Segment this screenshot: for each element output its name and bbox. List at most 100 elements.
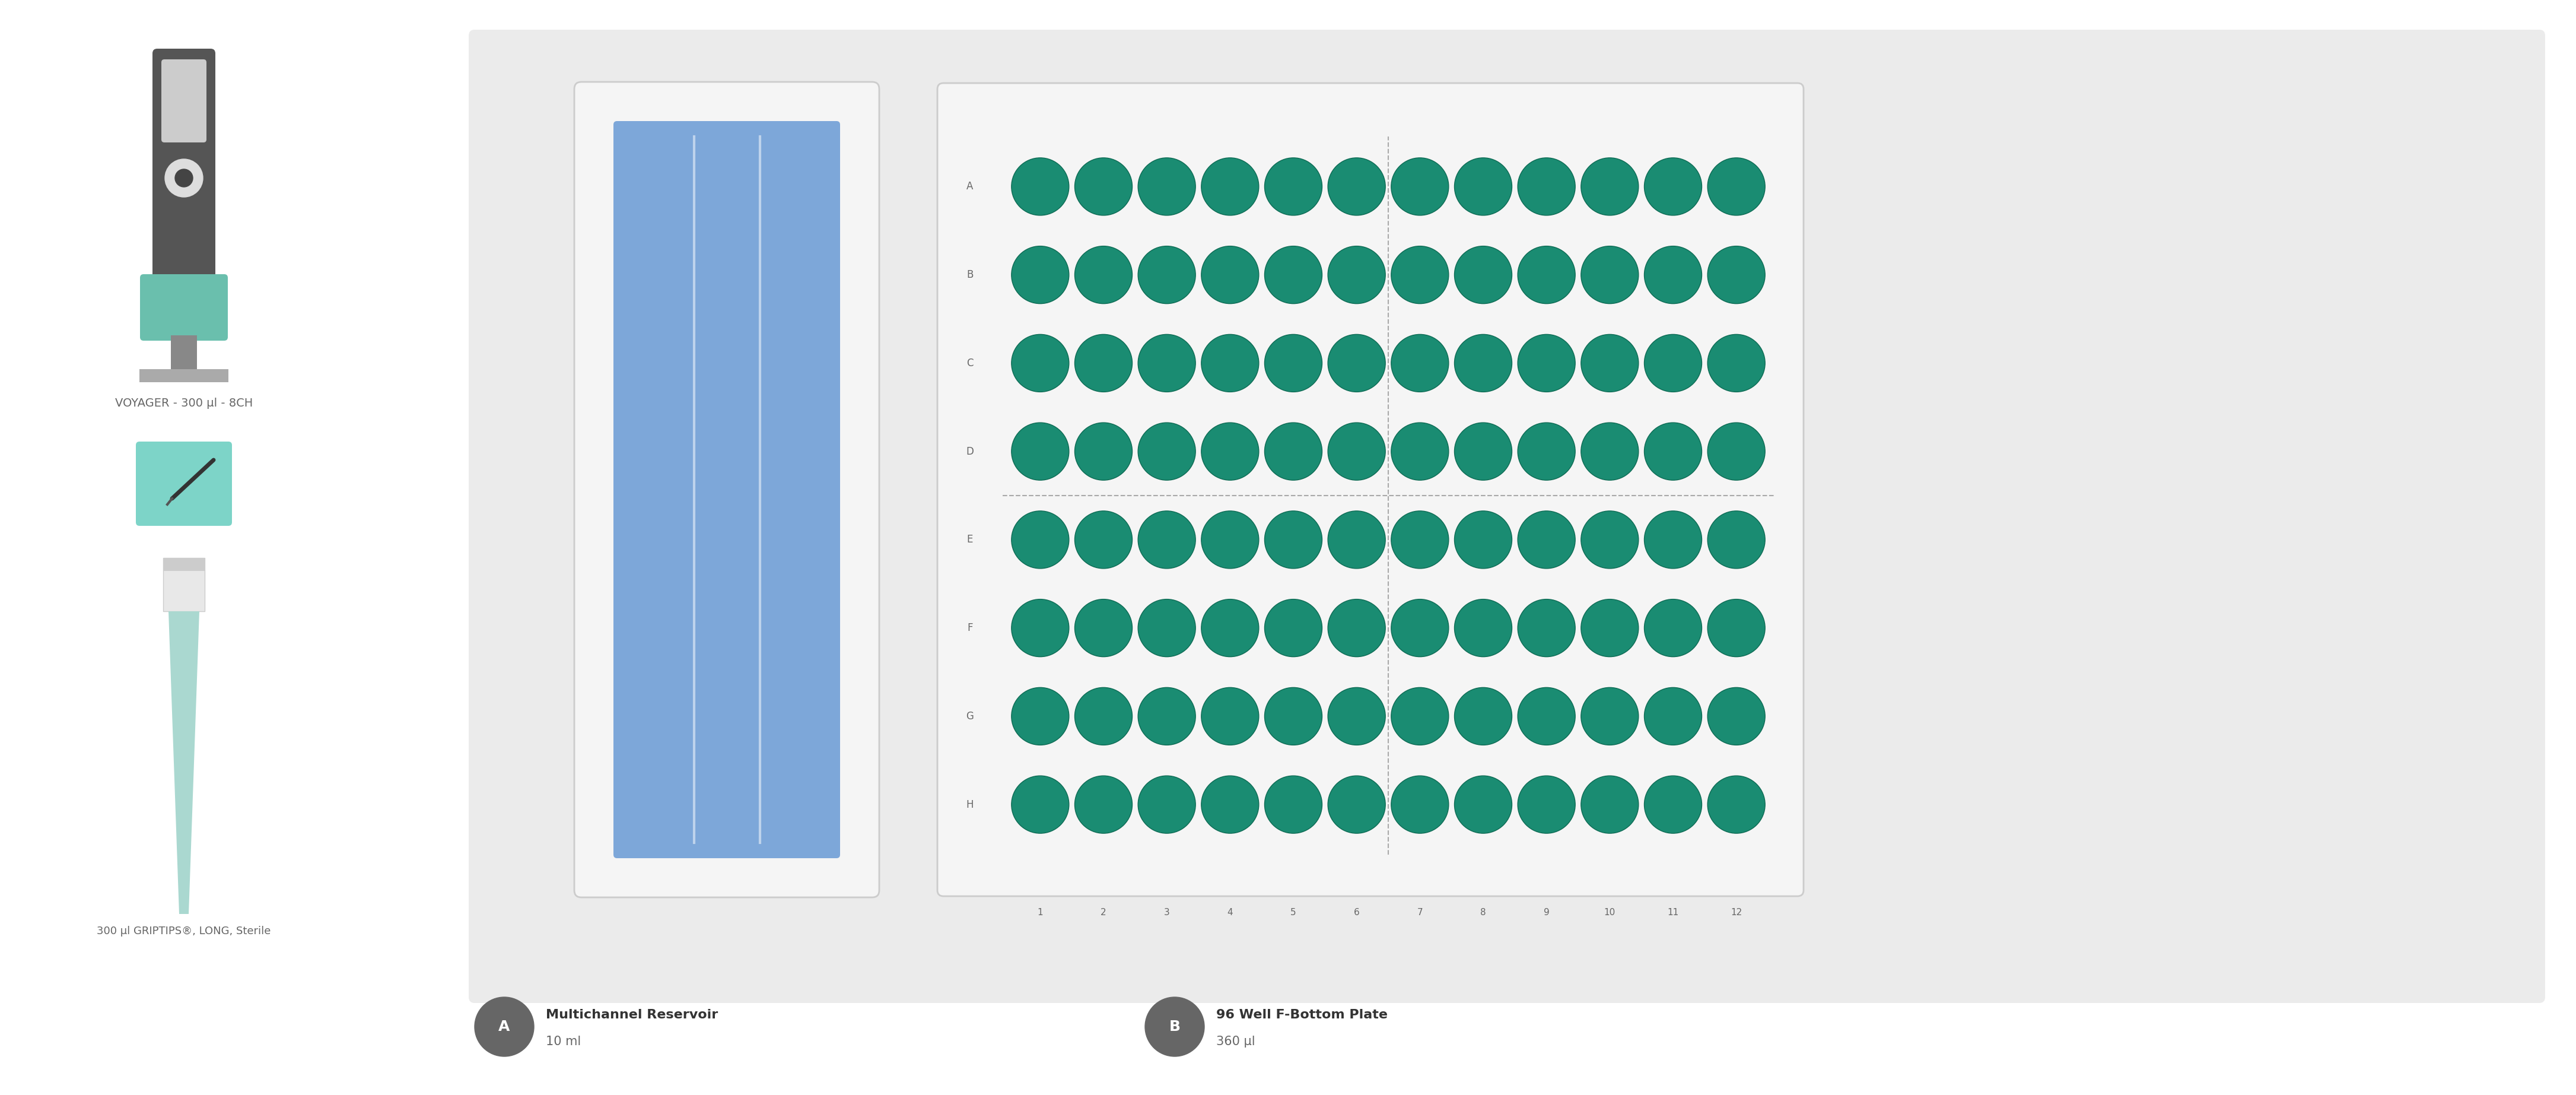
Circle shape xyxy=(1200,775,1260,833)
FancyBboxPatch shape xyxy=(170,335,196,371)
Circle shape xyxy=(1708,688,1765,745)
Text: 1: 1 xyxy=(1038,908,1043,917)
Circle shape xyxy=(1012,158,1069,216)
Circle shape xyxy=(1517,688,1577,745)
Circle shape xyxy=(1582,158,1638,216)
Circle shape xyxy=(1517,334,1577,392)
Circle shape xyxy=(1327,334,1386,392)
Circle shape xyxy=(1012,599,1069,657)
Circle shape xyxy=(1327,511,1386,568)
Circle shape xyxy=(1327,688,1386,745)
Circle shape xyxy=(1139,158,1195,216)
Circle shape xyxy=(1708,511,1765,568)
Text: 10 ml: 10 ml xyxy=(546,1036,582,1048)
Circle shape xyxy=(1455,775,1512,833)
Circle shape xyxy=(1327,423,1386,481)
Circle shape xyxy=(1517,423,1577,481)
Text: G: G xyxy=(966,711,974,722)
Circle shape xyxy=(1074,688,1133,745)
Circle shape xyxy=(1517,246,1577,303)
Circle shape xyxy=(1265,599,1321,657)
Circle shape xyxy=(1455,423,1512,481)
FancyBboxPatch shape xyxy=(137,441,232,526)
Circle shape xyxy=(1139,246,1195,303)
FancyBboxPatch shape xyxy=(613,122,840,858)
Circle shape xyxy=(1012,688,1069,745)
Circle shape xyxy=(1200,688,1260,745)
Text: 7: 7 xyxy=(1417,908,1422,917)
Circle shape xyxy=(1074,246,1133,303)
Circle shape xyxy=(1200,334,1260,392)
Circle shape xyxy=(1012,775,1069,833)
Circle shape xyxy=(1455,688,1512,745)
Circle shape xyxy=(1643,688,1703,745)
Text: B: B xyxy=(1170,1019,1180,1034)
Circle shape xyxy=(1327,599,1386,657)
Circle shape xyxy=(1643,423,1703,481)
Circle shape xyxy=(1265,775,1321,833)
Circle shape xyxy=(165,159,204,197)
Circle shape xyxy=(1139,688,1195,745)
Circle shape xyxy=(1708,158,1765,216)
Circle shape xyxy=(1139,334,1195,392)
Circle shape xyxy=(1643,158,1703,216)
Circle shape xyxy=(1582,775,1638,833)
Text: 11: 11 xyxy=(1667,908,1680,917)
Text: 9: 9 xyxy=(1543,908,1548,917)
Circle shape xyxy=(1582,511,1638,568)
Circle shape xyxy=(1012,423,1069,481)
Circle shape xyxy=(1012,511,1069,568)
Circle shape xyxy=(1144,998,1206,1057)
Circle shape xyxy=(1391,246,1448,303)
Text: A: A xyxy=(966,182,974,192)
FancyBboxPatch shape xyxy=(162,59,206,142)
Text: 2: 2 xyxy=(1100,908,1105,917)
Circle shape xyxy=(1074,775,1133,833)
Circle shape xyxy=(1074,423,1133,481)
Circle shape xyxy=(1139,423,1195,481)
Text: A: A xyxy=(500,1019,510,1034)
Circle shape xyxy=(1391,334,1448,392)
Circle shape xyxy=(1074,511,1133,568)
Circle shape xyxy=(1455,158,1512,216)
Text: H: H xyxy=(966,799,974,810)
Circle shape xyxy=(474,998,533,1057)
Circle shape xyxy=(1074,334,1133,392)
Circle shape xyxy=(1391,511,1448,568)
Circle shape xyxy=(1643,599,1703,657)
Circle shape xyxy=(1708,334,1765,392)
Circle shape xyxy=(1455,599,1512,657)
Circle shape xyxy=(1455,334,1512,392)
Text: 96 Well F-Bottom Plate: 96 Well F-Bottom Plate xyxy=(1216,1008,1388,1021)
Circle shape xyxy=(1643,775,1703,833)
Circle shape xyxy=(1643,246,1703,303)
Circle shape xyxy=(1012,334,1069,392)
Circle shape xyxy=(1708,246,1765,303)
FancyBboxPatch shape xyxy=(162,557,204,611)
Text: 10: 10 xyxy=(1605,908,1615,917)
Circle shape xyxy=(1708,423,1765,481)
Text: 5: 5 xyxy=(1291,908,1296,917)
Circle shape xyxy=(1265,511,1321,568)
Text: 360 µl: 360 µl xyxy=(1216,1036,1255,1048)
FancyBboxPatch shape xyxy=(139,274,227,341)
Circle shape xyxy=(1517,599,1577,657)
Circle shape xyxy=(1012,246,1069,303)
Circle shape xyxy=(1582,599,1638,657)
Text: B: B xyxy=(966,269,974,280)
Text: 8: 8 xyxy=(1481,908,1486,917)
Text: F: F xyxy=(966,623,974,633)
Circle shape xyxy=(1582,246,1638,303)
Circle shape xyxy=(1139,511,1195,568)
Circle shape xyxy=(175,169,193,187)
FancyBboxPatch shape xyxy=(574,82,878,898)
Circle shape xyxy=(1708,775,1765,833)
Text: E: E xyxy=(966,534,974,545)
Circle shape xyxy=(1265,688,1321,745)
Circle shape xyxy=(1200,511,1260,568)
FancyBboxPatch shape xyxy=(938,83,1803,896)
Circle shape xyxy=(1265,423,1321,481)
Circle shape xyxy=(1200,246,1260,303)
Circle shape xyxy=(1391,775,1448,833)
Text: 12: 12 xyxy=(1731,908,1741,917)
